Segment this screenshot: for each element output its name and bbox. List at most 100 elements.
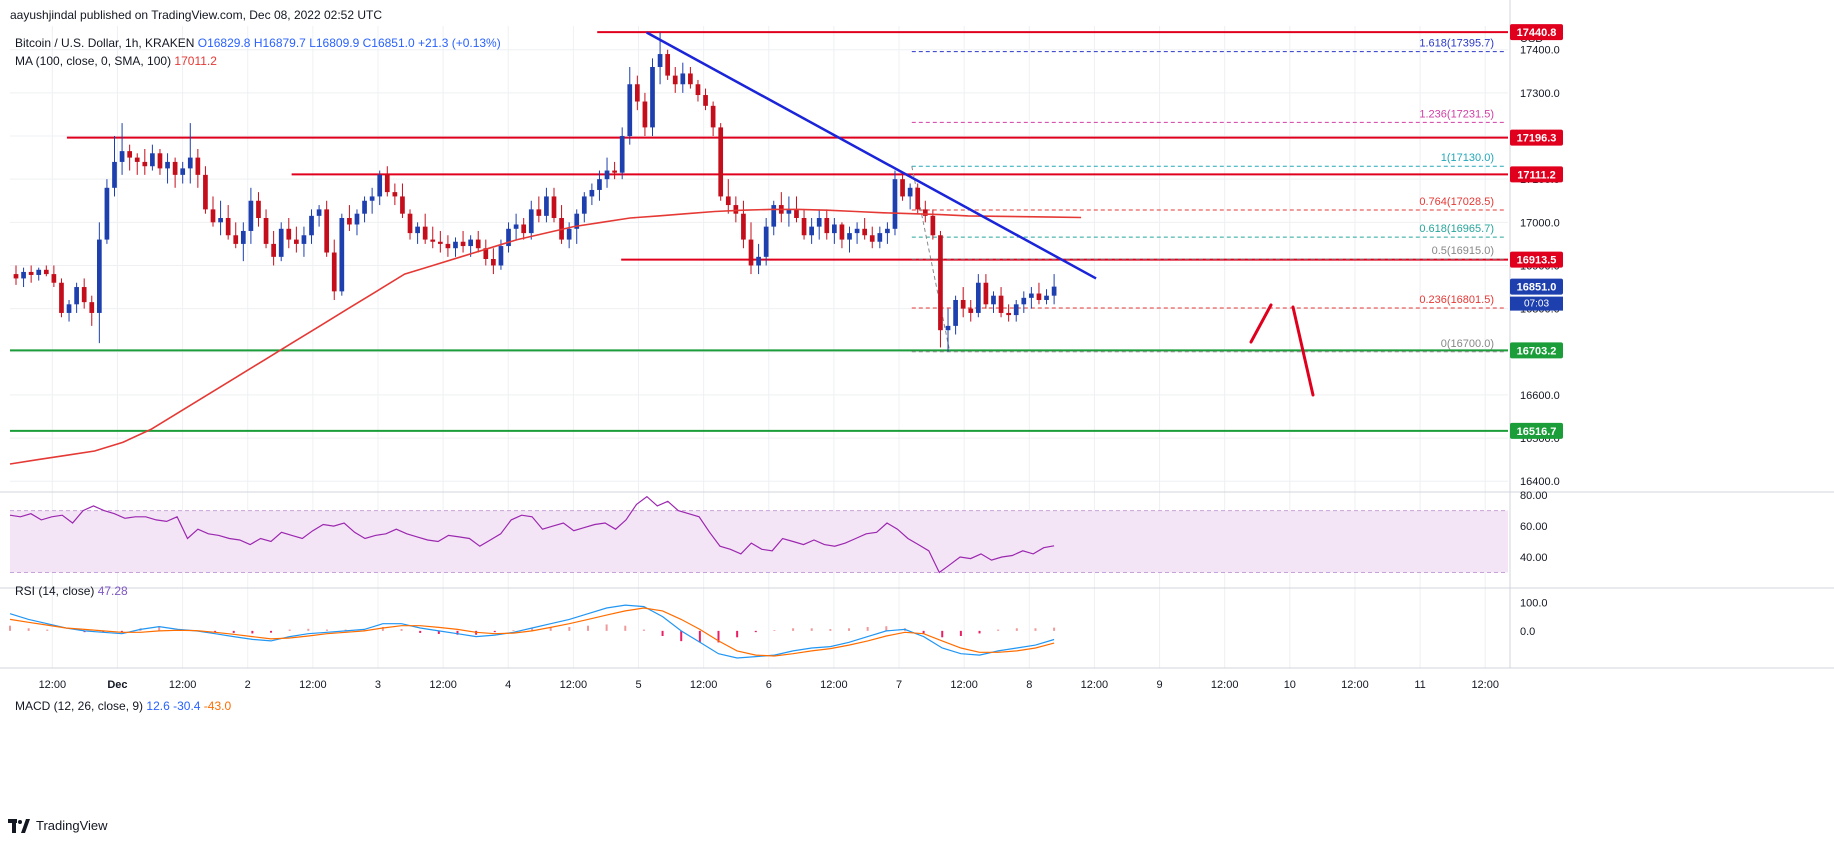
candle-body bbox=[847, 233, 852, 240]
time-tick-label: 8 bbox=[1026, 679, 1032, 691]
candle-body bbox=[134, 157, 140, 162]
ohlc-change: +21.3 (+0.13%) bbox=[418, 36, 501, 50]
time-tick-label: 3 bbox=[375, 679, 381, 691]
candle-body bbox=[203, 174, 208, 210]
symbol-legend[interactable]: Bitcoin / U.S. Dollar, 1h, KRAKEN O16829… bbox=[15, 36, 501, 50]
candle-body bbox=[392, 192, 398, 197]
candle-body bbox=[680, 73, 686, 85]
candle-body bbox=[339, 218, 345, 292]
candle-body bbox=[597, 179, 602, 190]
candle-body bbox=[347, 218, 352, 225]
price-tag-box bbox=[1510, 251, 1563, 268]
candle-body bbox=[506, 228, 511, 247]
candle-body bbox=[286, 228, 292, 240]
projection-arrow bbox=[1249, 303, 1315, 397]
candle-body bbox=[1029, 293, 1034, 298]
candle-body bbox=[854, 228, 860, 234]
candle-body bbox=[839, 224, 845, 240]
candle-body bbox=[453, 241, 458, 249]
macd-value-3: -43.0 bbox=[203, 699, 232, 713]
candle-body bbox=[89, 302, 95, 313]
countdown-box bbox=[1510, 296, 1563, 311]
candle-body bbox=[1044, 295, 1049, 300]
price-tick-label: 17300.0 bbox=[1520, 88, 1560, 100]
candle-body bbox=[748, 239, 754, 266]
candle-body bbox=[574, 213, 580, 229]
ma-value: 17011.2 bbox=[174, 54, 217, 68]
tradingview-logo-icon bbox=[8, 818, 30, 833]
candle-body bbox=[642, 101, 648, 128]
candle-body bbox=[786, 209, 792, 214]
price-tick-label: 16600.0 bbox=[1520, 390, 1560, 402]
ma-100-line bbox=[9, 208, 1082, 465]
fib-level-label: 1(17130.0) bbox=[1441, 152, 1494, 164]
ma-legend[interactable]: MA (100, close, 0, SMA, 100) 17011.2 bbox=[15, 54, 217, 68]
candle-body bbox=[59, 282, 64, 313]
candle-body bbox=[521, 224, 527, 234]
time-tick-label: 12:00 bbox=[1211, 679, 1239, 691]
candle-body bbox=[81, 287, 87, 303]
candle-body bbox=[498, 246, 504, 266]
candle-body bbox=[430, 239, 436, 242]
price-tag-box bbox=[1510, 422, 1563, 439]
candle-body bbox=[422, 226, 428, 240]
price-tag-box bbox=[1510, 129, 1563, 146]
rsi-legend[interactable]: RSI (14, close) 47.28 bbox=[15, 584, 128, 598]
rsi-band bbox=[10, 510, 1508, 573]
footer-brand[interactable]: TradingView bbox=[8, 818, 108, 833]
candle-body bbox=[1006, 312, 1011, 316]
candle-body bbox=[688, 73, 693, 85]
time-tick-label: 4 bbox=[505, 679, 511, 691]
candle-body bbox=[369, 196, 375, 201]
candle-body bbox=[240, 230, 246, 244]
candle-body bbox=[710, 105, 716, 128]
candle-body bbox=[263, 218, 269, 244]
candle-body bbox=[483, 248, 489, 259]
candle-body bbox=[953, 299, 958, 326]
price-tag-label: 17111.2 bbox=[1517, 169, 1556, 181]
fib-level-label: 0(16700.0) bbox=[1441, 338, 1494, 350]
candle-body bbox=[665, 54, 671, 76]
rsi-line bbox=[9, 495, 1055, 574]
candle-body bbox=[1021, 297, 1027, 305]
trendline bbox=[646, 31, 1097, 280]
time-tick-label: Dec bbox=[107, 679, 127, 691]
candle-body bbox=[513, 224, 519, 229]
candle-body bbox=[324, 209, 330, 253]
candle-body bbox=[225, 218, 231, 236]
candle-body bbox=[294, 239, 299, 244]
macd-label: MACD (12, 26, close, 9) bbox=[15, 699, 144, 713]
time-tick-label: 6 bbox=[766, 679, 772, 691]
candle-body bbox=[634, 84, 640, 102]
candle-body bbox=[271, 243, 276, 257]
candle-body bbox=[763, 226, 769, 257]
candle-body bbox=[218, 218, 223, 223]
candle-body bbox=[437, 241, 443, 244]
candle-body bbox=[127, 151, 133, 158]
candle-body bbox=[733, 205, 739, 214]
time-tick-label: 11 bbox=[1414, 679, 1425, 691]
candle-body bbox=[377, 174, 383, 197]
candle-body bbox=[309, 215, 314, 236]
rsi-value: 47.28 bbox=[97, 584, 128, 598]
candle-body bbox=[604, 170, 610, 180]
candle-body bbox=[112, 161, 117, 188]
macd-legend[interactable]: MACD (12, 26, close, 9) 12.6 -30.4 -43.0 bbox=[15, 699, 231, 713]
fib-level-label: 0.618(16965.7) bbox=[1419, 223, 1494, 235]
macd-value-2: -30.4 bbox=[173, 699, 201, 713]
candle-body bbox=[536, 209, 542, 216]
candle-body bbox=[1013, 304, 1019, 316]
candle-body bbox=[400, 196, 405, 214]
candle-body bbox=[975, 282, 981, 313]
candle-body bbox=[331, 252, 337, 292]
candle-body bbox=[612, 170, 617, 173]
candle-body bbox=[104, 187, 110, 240]
macd-tick-label: 0.0 bbox=[1520, 626, 1535, 638]
candle-body bbox=[445, 243, 451, 249]
candle-body bbox=[619, 136, 625, 173]
candle-body bbox=[354, 213, 360, 225]
candle-body bbox=[384, 174, 390, 193]
macd-signal-line bbox=[9, 607, 1055, 657]
price-tick-label: 17000.0 bbox=[1520, 217, 1560, 229]
